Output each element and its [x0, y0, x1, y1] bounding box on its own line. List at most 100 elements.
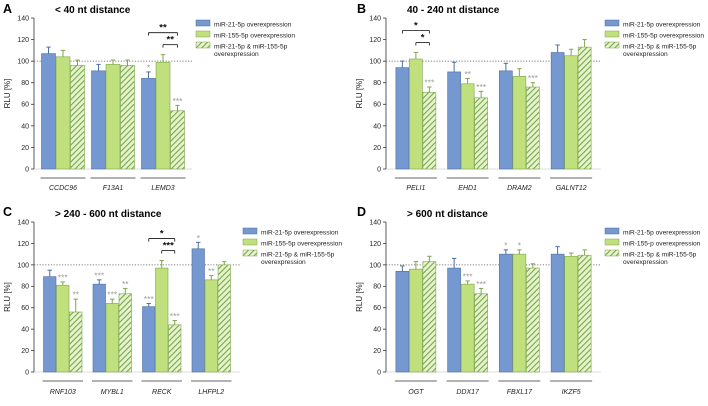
bar-hatch: [474, 293, 488, 373]
category-label: LEMD3: [151, 185, 174, 192]
legend-swatch-hatch: [604, 41, 620, 49]
y-tick-label: 100: [369, 59, 381, 66]
y-axis-label: RLU [%]: [355, 79, 364, 109]
y-tick-label: 140: [17, 219, 29, 226]
legend-label: miR-21-5p & miR-155-5p: [261, 252, 335, 259]
bar-green: [460, 283, 475, 373]
y-tick-label: 0: [377, 369, 381, 376]
legend-swatch-green: [604, 30, 620, 38]
bar-green: [564, 55, 578, 170]
bar-hatch: [170, 110, 185, 170]
legend-label: overexpression: [261, 259, 306, 266]
y-tick-label: 60: [373, 305, 381, 312]
legend-swatch-blue: [604, 19, 620, 27]
bracket-label: ***: [163, 241, 174, 252]
y-tick-label: 100: [17, 262, 29, 269]
bar-green: [409, 268, 423, 373]
bar-hatch: [526, 86, 540, 170]
bar-green: [460, 83, 475, 170]
legend-label: miR-21-5p & miR-155-5p: [623, 252, 697, 259]
legend: miR-21-5p overexpression miR-155-5p overe…: [195, 19, 295, 58]
y-axis-label: RLU [%]: [355, 282, 364, 312]
category-label: LHFPL2: [198, 389, 224, 396]
bracket-label: **: [167, 35, 175, 46]
significance-marker: *: [147, 62, 151, 72]
y-tick-label: 60: [373, 102, 381, 109]
bar-blue: [142, 306, 156, 373]
category-label: OGT: [408, 389, 424, 396]
legend-label: miR-21-5p overexpression: [214, 22, 292, 29]
bar-green: [564, 255, 578, 373]
panel-letter: B: [357, 2, 366, 16]
bar-blue: [395, 270, 410, 373]
category-label: GALNT12: [556, 185, 587, 192]
category-label: FBXL17: [507, 389, 533, 396]
legend-label: miR-21-5p overexpression: [623, 230, 701, 237]
legend-swatch-green: [604, 238, 620, 246]
y-tick-label: 60: [21, 305, 29, 312]
bar-blue: [447, 71, 461, 170]
bar-green: [512, 253, 527, 373]
significance-marker: ***: [173, 96, 184, 106]
significance-marker: **: [122, 279, 129, 289]
bar-hatch: [118, 293, 132, 373]
legend-swatch-blue: [242, 227, 258, 235]
bar-green: [155, 61, 171, 170]
y-tick-label: 120: [369, 241, 381, 248]
bar-hatch: [577, 46, 592, 170]
legend-label: miR-21-5p & miR-155-5p: [214, 44, 288, 51]
bar-blue: [41, 53, 56, 170]
panel-title: > 600 nt distance: [407, 209, 488, 220]
bar-blue: [395, 67, 410, 170]
significance-marker: ***: [528, 73, 539, 83]
bar-hatch: [422, 92, 437, 170]
legend-label: overexpression: [214, 51, 259, 58]
comparison-bracket: **: [148, 23, 178, 36]
comparison-bracket: *: [401, 21, 430, 34]
category-label: CCDC96: [49, 185, 77, 192]
bar-blue: [447, 267, 461, 373]
bar-blue: [141, 78, 156, 170]
bracket-label: *: [414, 21, 418, 32]
significance-marker: ***: [58, 273, 69, 283]
legend-swatch-hatch: [242, 249, 258, 257]
bar-hatch: [120, 65, 135, 170]
significance-marker: *: [518, 240, 522, 250]
significance-marker: **: [208, 266, 215, 276]
significance-marker: ***: [170, 311, 181, 321]
bar-blue: [550, 52, 565, 170]
panel-c: C > 240 - 600 nt distance RLU [%] 0 20 40 60 80…: [3, 205, 342, 396]
panel-letter: A: [3, 2, 12, 16]
category-label: RNF103: [50, 389, 76, 396]
category-label: EHD1: [458, 185, 477, 192]
significance-marker: ***: [476, 279, 487, 289]
y-tick-label: 80: [21, 80, 29, 87]
bar-hatch: [69, 311, 83, 373]
legend-label: overexpression: [623, 51, 668, 58]
y-tick-label: 140: [369, 219, 381, 226]
legend-label: miR-21-5p overexpression: [261, 230, 339, 237]
y-tick-label: 120: [17, 37, 29, 44]
legend-label: overexpression: [623, 259, 668, 266]
bar-green: [155, 267, 169, 373]
significance-marker: ***: [463, 271, 474, 281]
significance-marker: **: [464, 69, 471, 79]
category-label: DRAM2: [507, 185, 532, 192]
comparison-bracket: *: [148, 229, 176, 242]
bar-green: [55, 56, 71, 170]
category-label: MYBL1: [101, 389, 124, 396]
y-tick-label: 0: [377, 166, 381, 173]
panel-letter: C: [3, 205, 12, 219]
y-tick-label: 0: [25, 166, 29, 173]
category-label: PELI1: [406, 185, 425, 192]
y-tick-label: 120: [369, 37, 381, 44]
legend-swatch-green: [242, 238, 258, 246]
panel-letter: D: [357, 205, 366, 219]
bar-blue: [191, 248, 205, 373]
panel-title: < 40 nt distance: [55, 5, 131, 16]
y-tick-label: 0: [25, 369, 29, 376]
y-tick-label: 100: [17, 59, 29, 66]
y-tick-label: 20: [373, 348, 381, 355]
